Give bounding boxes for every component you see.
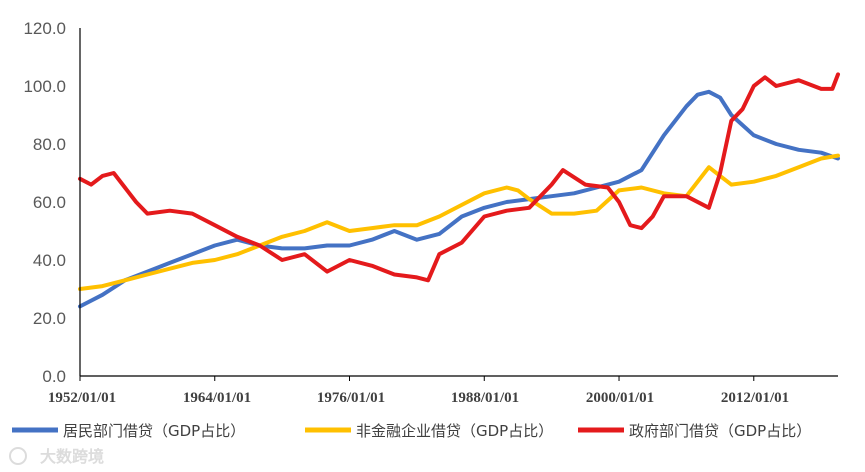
x-tick-label-0: 1952/01/01 (48, 390, 116, 406)
watermark-text: 大数跨境 (40, 447, 104, 466)
watermark-logo-icon (9, 447, 27, 465)
x-tick-label-1: 1964/01/01 (183, 390, 251, 406)
y-axis-ticks: 0.0 20.0 40.0 60.0 80.0 100.0 120.0 (23, 19, 66, 386)
series-line-government (78, 72, 840, 283)
x-tick-label-2: 1976/01/01 (317, 390, 385, 406)
y-tick-label-1: 20.0 (33, 309, 66, 328)
watermark: 大数跨境 (9, 447, 104, 466)
legend-label-household: 居民部门借贷（GDP占比） (63, 422, 245, 440)
y-tick-label-3: 60.0 (33, 193, 66, 212)
legend: 居民部门借贷（GDP占比） 非金融企业借贷（GDP占比） 政府部门借贷（GDP占… (12, 422, 811, 440)
x-tick-label-4: 2000/01/01 (586, 390, 654, 406)
y-tick-label-0: 0.0 (42, 367, 66, 386)
y-tick-label-2: 40.0 (33, 251, 66, 270)
x-tick-label-5: 2012/01/01 (721, 390, 789, 406)
x-axis-ticks: 1952/01/01 1964/01/01 1976/01/01 1988/01… (48, 390, 789, 406)
y-tick-label-6: 120.0 (23, 19, 66, 38)
series-line-household (78, 89, 840, 309)
y-tick-label-4: 80.0 (33, 135, 66, 154)
legend-label-government: 政府部门借贷（GDP占比） (629, 422, 811, 440)
legend-label-corporate: 非金融企业借贷（GDP占比） (356, 422, 553, 440)
y-tick-label-5: 100.0 (23, 77, 66, 96)
series-layer (78, 72, 840, 309)
x-tick-marks (79, 376, 755, 381)
x-tick-label-3: 1988/01/01 (451, 390, 519, 406)
